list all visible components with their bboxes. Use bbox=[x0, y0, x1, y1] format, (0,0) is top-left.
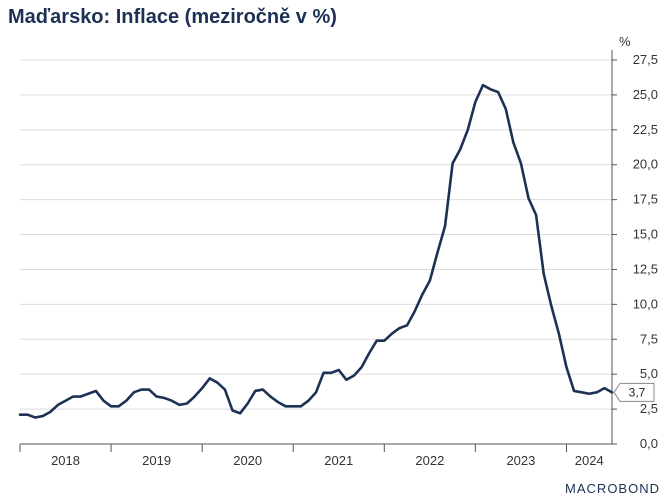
y-tick-label: 7,5 bbox=[640, 331, 658, 346]
y-tick-label: 5,0 bbox=[640, 366, 658, 381]
last-value-callout bbox=[613, 382, 655, 402]
y-tick-label: 2,5 bbox=[640, 401, 658, 416]
y-tick-label: 20,0 bbox=[633, 157, 658, 172]
last-value-label: 3,7 bbox=[629, 385, 646, 399]
series-line bbox=[18, 83, 614, 419]
macrobond-logo: MACROBOND bbox=[565, 481, 660, 496]
y-tick-label: 22,5 bbox=[633, 122, 658, 137]
y-tick-label: 10,0 bbox=[633, 296, 658, 311]
gridlines bbox=[20, 59, 612, 410]
y-tick-label: 17,5 bbox=[633, 192, 658, 207]
x-tick-label: 2018 bbox=[51, 453, 80, 468]
x-tick-label: 2019 bbox=[142, 453, 171, 468]
series-layer bbox=[18, 83, 614, 419]
x-tick-label: 2022 bbox=[415, 453, 444, 468]
y-tick-label: 15,0 bbox=[633, 227, 658, 242]
x-tick-label: 2020 bbox=[233, 453, 262, 468]
labels: 0,0 2,5 5,0 7,5 10,0 12,5 15,0 17,5 20,0 22,5 25,0… bbox=[51, 34, 658, 468]
y-unit-label: % bbox=[619, 34, 631, 49]
y-tick-label: 27,5 bbox=[633, 52, 658, 67]
x-tick-label: 2023 bbox=[506, 453, 535, 468]
x-tick-label: 2021 bbox=[324, 453, 353, 468]
y-tick-label: 0,0 bbox=[640, 436, 658, 451]
x-tick-label: 2024 bbox=[575, 453, 604, 468]
axes bbox=[19, 50, 617, 452]
y-tick-label: 12,5 bbox=[633, 261, 658, 276]
y-tick-label: 25,0 bbox=[633, 87, 658, 102]
chart-title: Maďarsko: Inflace (meziročně v %) bbox=[8, 6, 337, 28]
